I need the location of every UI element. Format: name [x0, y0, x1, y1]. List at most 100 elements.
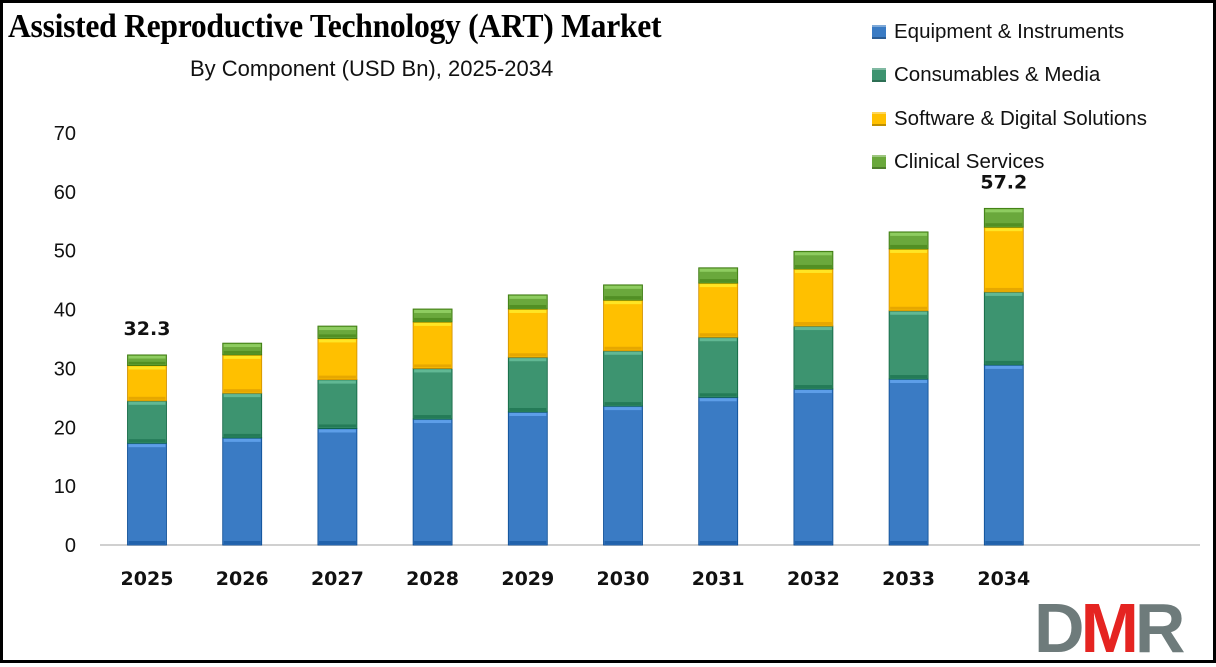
bar-bevel-bottom	[128, 361, 166, 365]
bar-segment-clinical-services	[127, 354, 167, 366]
bar-segment-software-digital-solutions	[888, 248, 929, 312]
bar-bevel-bottom	[414, 415, 452, 419]
y-tick-label: 40	[54, 300, 76, 322]
bar-segment-equipment-instruments	[793, 388, 834, 546]
bar-segment-software-digital-solutions	[698, 282, 739, 338]
bar-segment-consumables-media	[888, 310, 929, 380]
bar-bevel-bottom	[890, 541, 928, 544]
bar-bevel-top	[985, 365, 1023, 369]
bar-segment-software-digital-solutions	[412, 321, 453, 369]
bar-segment-consumables-media	[412, 368, 453, 420]
logo-letter-r: R	[1134, 589, 1186, 667]
bar-bevel-bottom	[794, 385, 832, 389]
bar-segment-software-digital-solutions	[222, 354, 263, 394]
y-tick-label: 50	[54, 241, 76, 263]
legend-item-software: Software & Digital Solutions	[872, 97, 1147, 141]
bar-bevel-bottom	[890, 306, 928, 310]
bar-segment-software-digital-solutions	[603, 299, 643, 352]
legend-swatch-consumables	[872, 68, 886, 83]
y-tick-label: 30	[54, 358, 76, 380]
x-tick-label: 2033	[882, 568, 935, 590]
bar-bevel-top	[890, 311, 928, 315]
bar-segment-consumables-media	[507, 356, 548, 413]
bar-bevel-top	[128, 401, 166, 405]
bar-segment-equipment-instruments	[507, 411, 548, 546]
bar-bevel-bottom	[699, 541, 737, 544]
bar-bevel-bottom	[604, 346, 642, 350]
bar-bevel-top	[890, 380, 928, 384]
bar-bevel-top	[699, 268, 737, 272]
legend-item-consumables: Consumables & Media	[872, 54, 1147, 98]
bar-bevel-bottom	[414, 317, 452, 321]
logo-letter-d: D	[1034, 589, 1085, 667]
bar-segment-clinical-services	[983, 207, 1024, 228]
bar-segment-software-digital-solutions	[507, 308, 548, 358]
x-tick-label: 2027	[311, 568, 364, 590]
bar-bevel-bottom	[794, 541, 832, 544]
x-tick-label: 2030	[597, 568, 650, 590]
bar-segment-clinical-services	[222, 342, 263, 356]
bar-bevel-top	[794, 269, 832, 273]
x-tick-label: 2028	[406, 568, 459, 590]
bar-bevel-top	[604, 301, 642, 305]
x-tick-label: 2025	[121, 568, 174, 590]
bar-bevel-top	[128, 366, 166, 370]
bar-segment-software-digital-solutions	[983, 226, 1024, 293]
bar-bevel-bottom	[985, 541, 1023, 544]
bar-bevel-bottom	[985, 223, 1023, 227]
dmr-logo: DMR	[1034, 593, 1185, 663]
bar-bevel-top	[128, 444, 166, 448]
bar-segment-software-digital-solutions	[127, 365, 167, 402]
y-tick-label: 0	[65, 535, 76, 557]
bar-bevel-top	[509, 358, 547, 362]
bar-segment-clinical-services	[888, 231, 929, 250]
bar-segment-equipment-instruments	[698, 396, 739, 546]
bar-bevel-bottom	[223, 350, 261, 354]
bar-bevel-top	[509, 412, 547, 416]
bar-segment-equipment-instruments	[222, 437, 263, 546]
bar-bevel-top	[699, 398, 737, 402]
chart-subtitle: By Component (USD Bn), 2025-2034	[190, 56, 554, 81]
bar-bevel-top	[223, 394, 261, 398]
bar-bevel-bottom	[509, 541, 547, 544]
bar-bevel-bottom	[414, 541, 452, 544]
bar-bevel-top	[985, 292, 1023, 296]
bar-segment-consumables-media	[603, 350, 643, 407]
bar-bevel-top	[794, 390, 832, 394]
x-tick-label: 2026	[216, 568, 269, 590]
chart-title: Assisted Reproductive Technology (ART) M…	[8, 8, 662, 45]
bar-bevel-bottom	[699, 279, 737, 283]
bar-bevel-top	[414, 322, 452, 326]
bar-bevel-top	[604, 351, 642, 355]
bar-segment-clinical-services	[793, 250, 834, 270]
bar-bevel-bottom	[509, 304, 547, 308]
bar-segment-equipment-instruments	[603, 405, 643, 546]
bar-bevel-top	[699, 284, 737, 288]
bar-bevel-bottom	[318, 375, 356, 379]
logo-letter-m: M	[1080, 589, 1139, 667]
x-tick-label: 2032	[787, 568, 840, 590]
bar-bevel-top	[890, 232, 928, 236]
bar-bevel-top	[223, 438, 261, 442]
total-data-label: 57.2	[980, 171, 1027, 193]
bar-segment-software-digital-solutions	[317, 338, 358, 381]
bar-bevel-bottom	[890, 375, 928, 379]
bar-bevel-bottom	[985, 287, 1023, 291]
bar-bevel-bottom	[128, 541, 166, 544]
bar-segment-consumables-media	[793, 325, 834, 390]
legend: Equipment & Instruments Consumables & Me…	[872, 10, 1147, 184]
x-tick-label: 2029	[501, 568, 554, 590]
bar-segment-consumables-media	[222, 392, 263, 439]
bar-bevel-bottom	[509, 353, 547, 357]
bar-bevel-bottom	[318, 334, 356, 338]
bar-segment-equipment-instruments	[983, 364, 1024, 546]
y-tick-label: 10	[54, 476, 76, 498]
bar-bevel-bottom	[128, 396, 166, 400]
bar-bevel-top	[794, 327, 832, 331]
bar-bevel-top	[985, 228, 1023, 232]
bar-bevel-bottom	[223, 541, 261, 544]
bar-bevel-top	[223, 344, 261, 348]
bar-bevel-bottom	[985, 360, 1023, 364]
bar-bevel-top	[985, 209, 1023, 213]
